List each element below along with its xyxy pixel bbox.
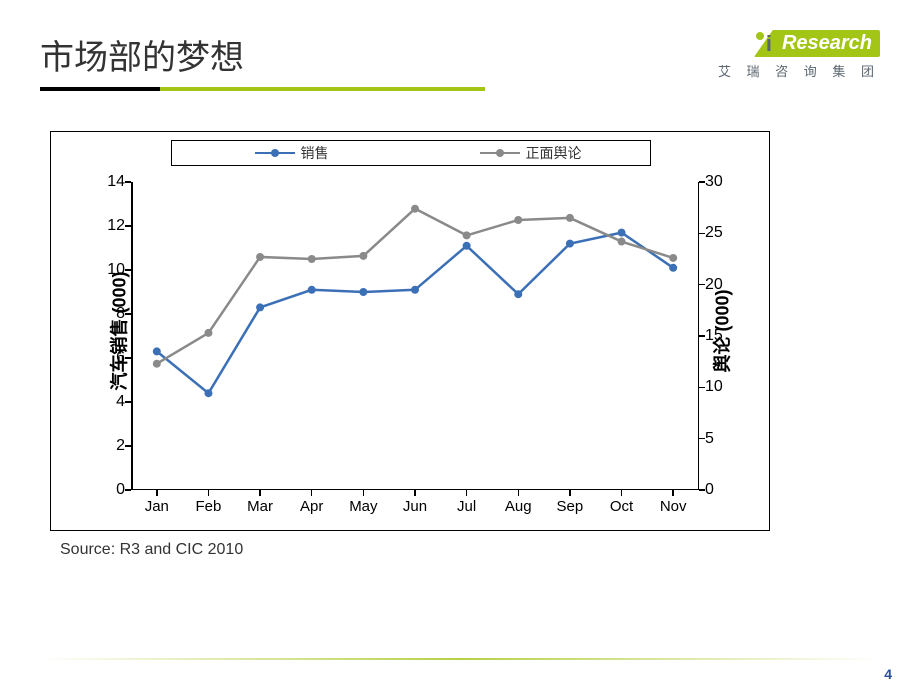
- series-marker: [669, 254, 677, 262]
- series-marker: [308, 286, 316, 294]
- source-text: Source: R3 and CIC 2010: [60, 541, 770, 559]
- series-marker: [514, 290, 522, 298]
- chart-lines: [131, 182, 699, 490]
- series-marker: [618, 229, 626, 237]
- legend: 销售 正面舆论: [171, 140, 651, 166]
- header: 市场部的梦想 i Research 艾 瑞 咨 询 集 团: [40, 30, 880, 91]
- page-title: 市场部的梦想: [40, 30, 718, 79]
- series-marker: [256, 303, 264, 311]
- series-marker: [359, 252, 367, 260]
- series-line: [157, 233, 673, 394]
- series-marker: [204, 389, 212, 397]
- series-marker: [308, 255, 316, 263]
- series-marker: [204, 329, 212, 337]
- legend-label: 销售: [301, 143, 329, 163]
- series-marker: [411, 286, 419, 294]
- logo-subtitle: 艾 瑞 咨 询 集 团: [718, 61, 880, 80]
- y-axis-left-label: 汽车销售 (000): [106, 271, 132, 390]
- plot-area: 02468101214051015202530JanFebMarAprMayJu…: [131, 182, 699, 490]
- title-block: 市场部的梦想: [40, 30, 718, 91]
- series-marker: [359, 288, 367, 296]
- legend-item-opinion: 正面舆论: [411, 143, 650, 163]
- series-marker: [256, 253, 264, 261]
- series-marker: [669, 264, 677, 272]
- series-marker: [566, 214, 574, 222]
- title-underline: [40, 87, 485, 91]
- series-marker: [153, 360, 161, 368]
- footer-divider: [40, 658, 880, 660]
- legend-label: 正面舆论: [526, 143, 582, 163]
- legend-item-sales: 销售: [172, 143, 411, 163]
- series-marker: [411, 205, 419, 213]
- logo-dot-icon: [756, 32, 764, 40]
- series-marker: [463, 242, 471, 250]
- series-marker: [514, 216, 522, 224]
- series-marker: [463, 231, 471, 239]
- series-marker: [566, 240, 574, 248]
- series-marker: [153, 347, 161, 355]
- chart: 销售 正面舆论 汽车销售 (000) 舆论 (000) 024681012140…: [50, 131, 770, 559]
- series-marker: [618, 238, 626, 246]
- page-number: 4: [884, 666, 892, 682]
- chart-border: 销售 正面舆论 汽车销售 (000) 舆论 (000) 024681012140…: [50, 131, 770, 531]
- logo-research: Research: [754, 30, 880, 57]
- slide: 市场部的梦想 i Research 艾 瑞 咨 询 集 团 销售: [0, 0, 920, 690]
- logo-i: i: [766, 31, 772, 57]
- logo: i Research 艾 瑞 咨 询 集 团: [718, 30, 880, 80]
